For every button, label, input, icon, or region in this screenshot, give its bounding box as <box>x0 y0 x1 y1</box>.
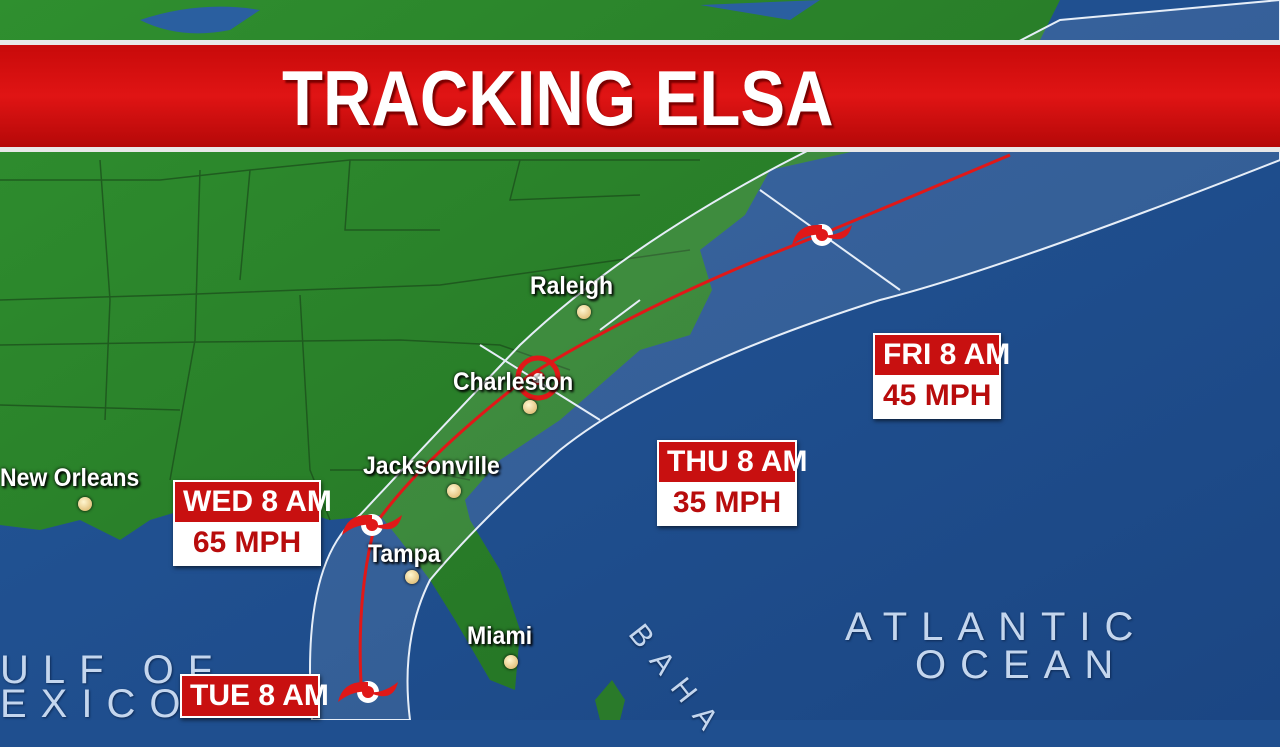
forecast-time: THU 8 AM <box>659 442 808 482</box>
depression-icon <box>515 355 561 401</box>
gulf-label-2: EXICO <box>0 682 195 726</box>
forecast-speed: 45 MPH <box>875 375 999 417</box>
tropical-storm-icon <box>342 514 402 536</box>
city-dot-icon <box>447 484 461 498</box>
city-miami: Miami <box>467 622 533 650</box>
city-dot-icon <box>78 497 92 511</box>
storm-track <box>358 153 1011 701</box>
tropical-storm-icon <box>338 681 398 703</box>
land-north <box>0 0 1060 690</box>
forecast-time: TUE 8 AM <box>182 676 329 716</box>
lakes <box>140 0 820 34</box>
forecast-time: FRI 8 AM <box>875 335 1010 375</box>
tropical-storm-icon <box>792 224 852 246</box>
city-dot-icon <box>577 305 591 319</box>
forecast-tue: TUE 8 AM <box>180 674 329 718</box>
city-dot-icon <box>504 655 518 669</box>
forecast-speed: 35 MPH <box>659 482 795 524</box>
forecast-fri: FRI 8 AM 45 MPH <box>873 333 1010 419</box>
banner-title: TRACKING ELSA <box>282 54 834 142</box>
city-charleston: Charleston <box>453 368 574 396</box>
city-new-orleans: New Orleans <box>0 464 140 492</box>
forecast-thu: THU 8 AM 35 MPH <box>657 440 808 526</box>
forecast-time: WED 8 AM <box>175 482 332 522</box>
state-borders <box>0 159 700 521</box>
ocean-label: OCEAN <box>915 643 1128 687</box>
forecast-wed: WED 8 AM 65 MPH <box>173 480 332 566</box>
city-dot-icon <box>523 400 537 414</box>
title-banner: TRACKING ELSA <box>0 40 1280 152</box>
city-raleigh: Raleigh <box>530 272 614 300</box>
land-bahamas <box>595 680 625 720</box>
city-jacksonville: Jacksonville <box>363 452 500 480</box>
forecast-speed: 65 MPH <box>175 522 319 564</box>
city-tampa: Tampa <box>368 540 441 568</box>
gulf-label-1: ULF OF <box>0 648 227 692</box>
city-dot-icon <box>405 570 419 584</box>
atlantic-label: ATLANTIC <box>845 605 1148 649</box>
